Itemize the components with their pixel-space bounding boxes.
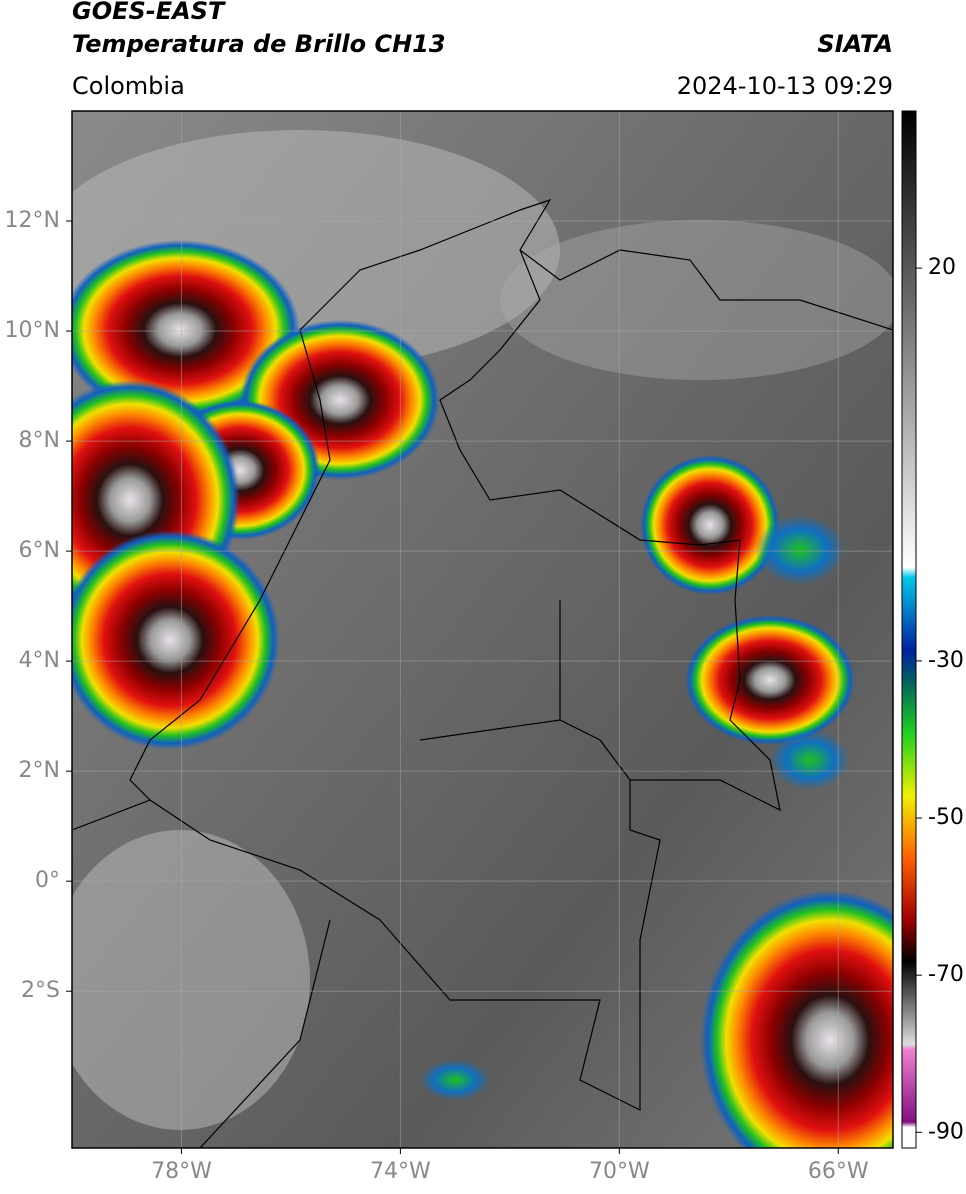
colorbar [901, 110, 917, 1149]
x-tick-label: 66°W [808, 1159, 869, 1184]
colorbar-tick-label: -50 [928, 805, 964, 830]
storm [755, 515, 845, 585]
storm [640, 455, 780, 595]
y-tick-label: 2°S [21, 978, 60, 1003]
country-border [72, 799, 151, 831]
y-tick-label: 12°N [5, 208, 60, 233]
department-border [419, 719, 631, 781]
y-tick-label: 10°N [5, 318, 60, 343]
colorbar-tick-label: -70 [928, 962, 964, 987]
cloud [72, 830, 310, 1130]
y-tick-label: 0° [35, 868, 60, 893]
y-tick-label: 4°N [19, 648, 60, 673]
storm [685, 615, 855, 745]
storm [72, 530, 280, 750]
source: SIATA [817, 30, 893, 58]
country-border [129, 198, 781, 1111]
y-tick-label: 2°N [19, 758, 60, 783]
grid [72, 111, 893, 1148]
colorbar-tick-label: 20 [928, 255, 956, 280]
coastline [199, 919, 331, 1148]
colorbar-tick-label: -30 [928, 648, 964, 673]
storm [72, 240, 300, 420]
region: Colombia [72, 72, 185, 100]
y-tick-label: 8°N [19, 428, 60, 453]
x-tick-label: 74°W [370, 1159, 431, 1184]
x-tick-label: 70°W [589, 1159, 650, 1184]
borders [72, 198, 893, 1148]
title: GOES-EAST [72, 0, 226, 25]
storm [420, 1060, 490, 1100]
y-tick-label: 6°N [19, 538, 60, 563]
datetime: 2024-10-13 09:29 [677, 72, 893, 100]
storm [770, 730, 850, 790]
coastline [519, 249, 893, 331]
subtitle: Temperatura de Brillo CH13 [72, 30, 446, 58]
storm [700, 890, 893, 1148]
colorbar-tick-label: -90 [928, 1119, 964, 1144]
satellite-image [72, 111, 893, 1148]
cloud [500, 220, 893, 380]
map-frame [71, 110, 894, 1149]
x-tick-label: 78°W [151, 1159, 212, 1184]
